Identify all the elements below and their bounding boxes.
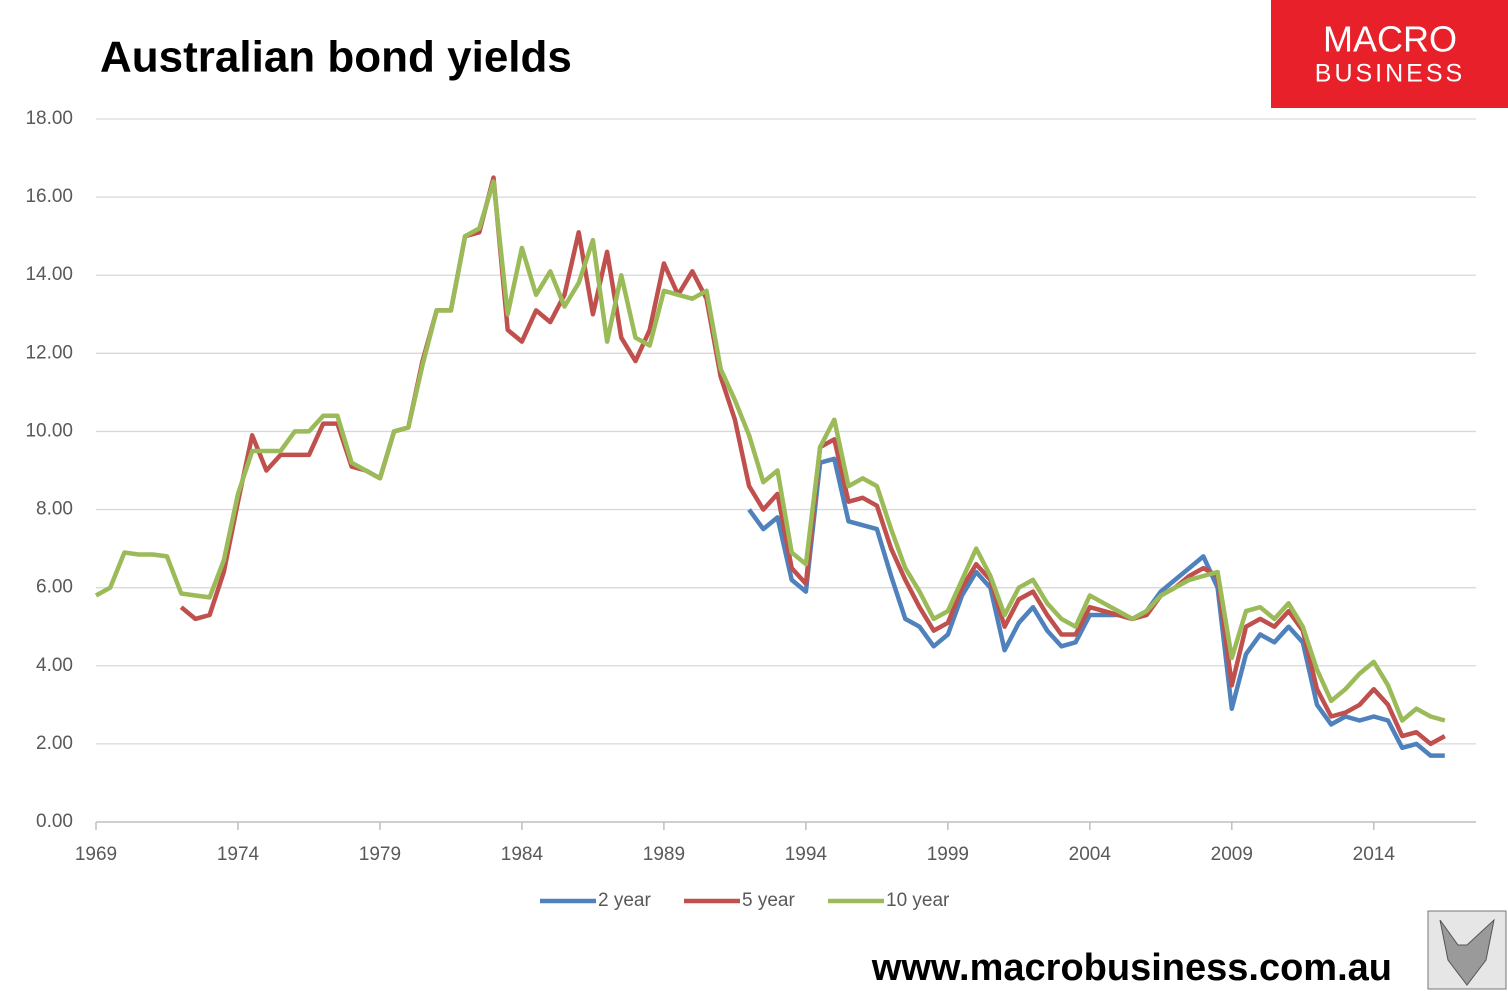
y-tick-label: 16.00 bbox=[25, 186, 73, 207]
x-tick-label: 1974 bbox=[217, 844, 260, 865]
legend-label: 10 year bbox=[886, 890, 950, 911]
chart-title: Australian bond yields bbox=[100, 33, 572, 82]
y-tick-label: 14.00 bbox=[25, 264, 73, 285]
y-tick-label: 2.00 bbox=[36, 733, 73, 754]
y-tick-label: 18.00 bbox=[25, 108, 73, 129]
y-tick-label: 8.00 bbox=[36, 499, 73, 520]
x-tick-label: 1994 bbox=[785, 844, 828, 865]
y-tick-label: 6.00 bbox=[36, 577, 73, 598]
legend-label: 2 year bbox=[598, 890, 651, 911]
y-tick-label: 4.00 bbox=[36, 655, 73, 676]
series-line bbox=[747, 456, 1445, 758]
logo-text: BUSINESS bbox=[1315, 60, 1465, 88]
x-tick-label: 2009 bbox=[1211, 844, 1253, 865]
x-tick-label: 1969 bbox=[75, 844, 117, 865]
legend-label: 5 year bbox=[742, 890, 795, 911]
series-line bbox=[179, 175, 1446, 747]
logo-box bbox=[1271, 0, 1508, 108]
x-tick-label: 2004 bbox=[1069, 844, 1112, 865]
x-tick-label: 1984 bbox=[501, 844, 544, 865]
y-tick-label: 10.00 bbox=[25, 420, 73, 441]
x-tick-label: 2014 bbox=[1353, 844, 1396, 865]
series-line bbox=[94, 179, 1446, 723]
fox-icon bbox=[1439, 918, 1495, 986]
x-tick-label: 1989 bbox=[643, 844, 685, 865]
y-tick-label: 12.00 bbox=[25, 342, 73, 363]
x-tick-label: 1999 bbox=[927, 844, 969, 865]
logo-text: MACRO bbox=[1323, 19, 1457, 60]
x-tick-label: 1979 bbox=[359, 844, 401, 865]
y-tick-label: 0.00 bbox=[36, 811, 73, 832]
website: www.macrobusiness.com.au bbox=[871, 947, 1392, 989]
